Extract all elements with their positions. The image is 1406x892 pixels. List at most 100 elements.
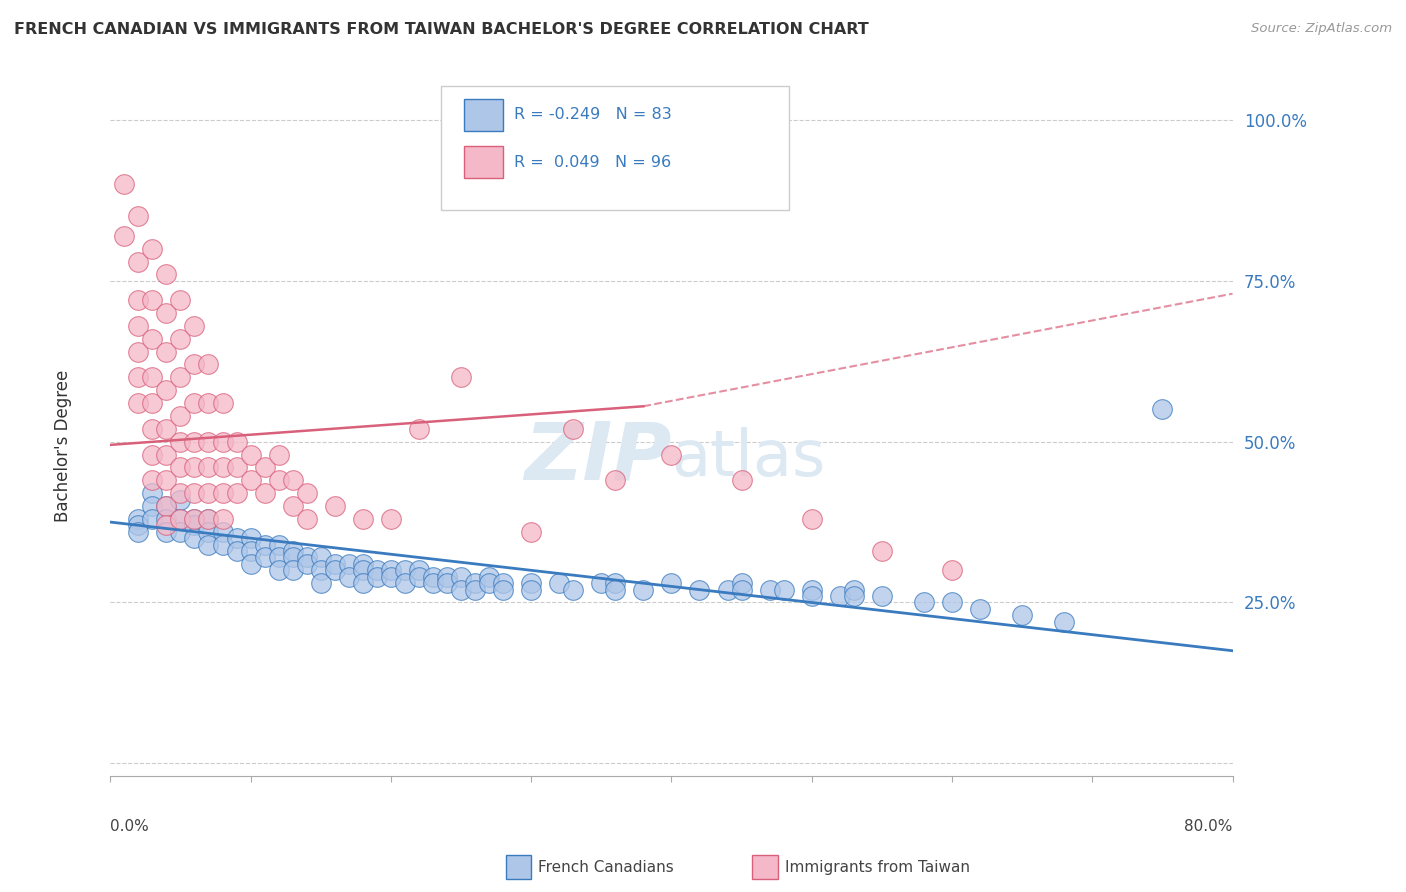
Point <box>366 570 388 584</box>
Point <box>169 512 191 526</box>
Point <box>169 460 191 475</box>
Point <box>267 550 290 565</box>
Point <box>520 576 543 591</box>
Point <box>800 589 823 603</box>
Point <box>183 531 205 545</box>
Point <box>730 582 752 597</box>
Point <box>309 563 332 577</box>
Point <box>281 473 304 487</box>
Point <box>197 486 219 500</box>
Point <box>842 582 865 597</box>
Point <box>267 563 290 577</box>
Point <box>155 448 177 462</box>
Point <box>408 570 430 584</box>
Text: Immigrants from Taiwan: Immigrants from Taiwan <box>785 860 970 874</box>
Point <box>562 422 585 436</box>
Point <box>169 293 191 307</box>
Point <box>127 318 149 333</box>
Point <box>661 448 683 462</box>
Point <box>211 486 233 500</box>
Point <box>127 518 149 533</box>
Point <box>155 268 177 282</box>
Point <box>197 460 219 475</box>
Point <box>337 570 360 584</box>
Point <box>155 473 177 487</box>
Point <box>912 595 935 609</box>
Point <box>969 602 991 616</box>
Point <box>267 448 290 462</box>
Point <box>183 396 205 410</box>
Point <box>169 434 191 449</box>
Point <box>337 557 360 571</box>
Point <box>309 576 332 591</box>
Point <box>1152 402 1174 417</box>
Point <box>239 557 262 571</box>
Point <box>422 576 444 591</box>
Point <box>352 576 374 591</box>
Point <box>141 396 163 410</box>
Point <box>169 409 191 423</box>
Point <box>155 512 177 526</box>
Point <box>478 576 501 591</box>
Point <box>870 589 893 603</box>
Point <box>758 582 780 597</box>
Point <box>253 550 276 565</box>
Point <box>450 570 472 584</box>
Point <box>661 576 683 591</box>
Point <box>141 512 163 526</box>
Point <box>408 563 430 577</box>
Point <box>155 524 177 539</box>
Point <box>197 396 219 410</box>
Point <box>323 557 346 571</box>
Point <box>281 499 304 513</box>
Point <box>169 524 191 539</box>
Point <box>548 576 571 591</box>
Point <box>169 370 191 384</box>
Point <box>380 570 402 584</box>
Point <box>141 370 163 384</box>
Point <box>281 544 304 558</box>
Point <box>183 460 205 475</box>
Point <box>155 422 177 436</box>
Point <box>253 460 276 475</box>
Point <box>520 582 543 597</box>
Point <box>169 512 191 526</box>
Point <box>309 550 332 565</box>
Point <box>800 512 823 526</box>
Text: 0.0%: 0.0% <box>110 819 149 834</box>
Text: R =  0.049   N = 96: R = 0.049 N = 96 <box>515 155 672 170</box>
Point <box>295 550 318 565</box>
Point <box>211 538 233 552</box>
Point <box>436 576 458 591</box>
Point <box>197 524 219 539</box>
Point <box>155 499 177 513</box>
FancyBboxPatch shape <box>464 146 503 178</box>
Point <box>295 486 318 500</box>
Point <box>239 544 262 558</box>
Point <box>183 486 205 500</box>
Point <box>730 576 752 591</box>
Point <box>183 358 205 372</box>
Point <box>492 582 515 597</box>
Point <box>225 460 247 475</box>
Point <box>366 563 388 577</box>
Point <box>225 544 247 558</box>
Point <box>394 576 416 591</box>
Point <box>380 512 402 526</box>
Point <box>492 576 515 591</box>
Point <box>478 570 501 584</box>
Text: FRENCH CANADIAN VS IMMIGRANTS FROM TAIWAN BACHELOR'S DEGREE CORRELATION CHART: FRENCH CANADIAN VS IMMIGRANTS FROM TAIWA… <box>14 22 869 37</box>
Point <box>183 518 205 533</box>
Point <box>772 582 794 597</box>
Point <box>169 332 191 346</box>
Point <box>800 582 823 597</box>
Point <box>155 306 177 320</box>
Point <box>253 538 276 552</box>
Point <box>225 531 247 545</box>
Point <box>127 254 149 268</box>
Point <box>464 576 486 591</box>
Point <box>605 576 627 591</box>
Point <box>436 570 458 584</box>
Point <box>1053 615 1076 629</box>
Point <box>842 589 865 603</box>
